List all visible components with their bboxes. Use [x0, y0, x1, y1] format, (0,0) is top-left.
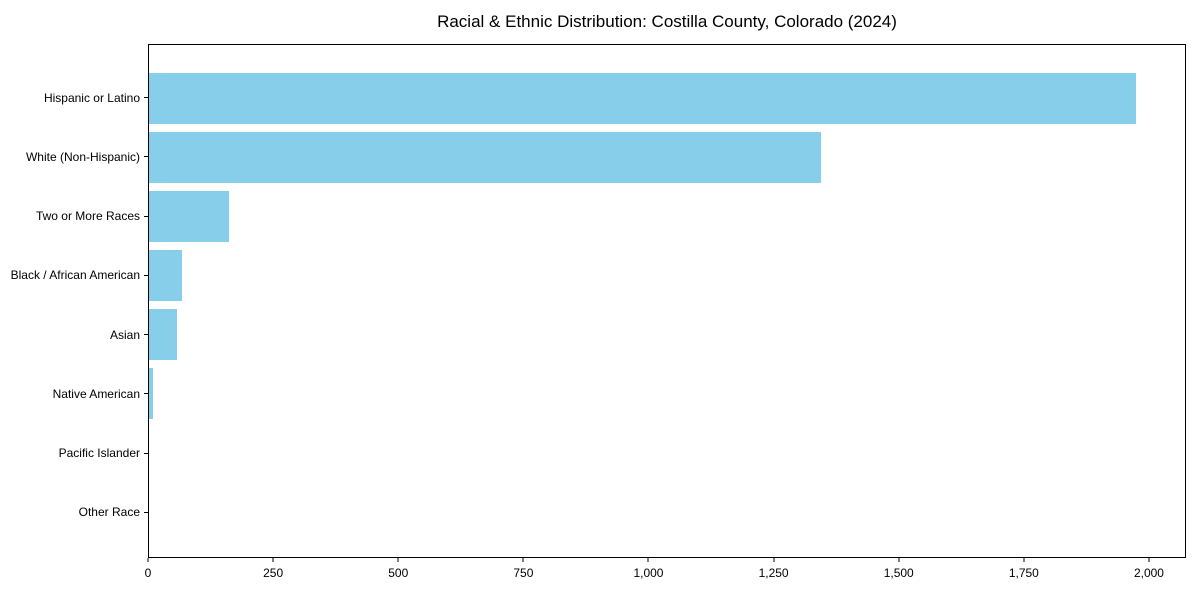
y-tick-row-other-race: Other Race: [0, 483, 148, 542]
x-axis-tick-label-750: 750: [513, 566, 534, 580]
y-tick-row-white-non-hispanic: White (Non-Hispanic): [0, 127, 148, 186]
x-axis-tick-mark: [397, 558, 399, 562]
x-axis-tick-label-250: 250: [263, 566, 284, 580]
bar-white-non-hispanic: [149, 132, 821, 183]
bar-row-hispanic-or-latino: [149, 69, 1185, 128]
y-tick-row-two-or-more-races: Two or More Races: [0, 187, 148, 246]
y-axis-tick-mark: [144, 511, 148, 513]
x-axis-tick-label-1-000: 1,000: [633, 566, 664, 580]
x-axis-tick-label-1-500: 1,500: [883, 566, 914, 580]
y-axis-labels: Hispanic or Latino White (Non-Hispanic) Tw…: [0, 44, 148, 558]
y-axis-tick-mark: [144, 452, 148, 454]
x-axis-tick-mark: [1023, 558, 1025, 562]
bar-hispanic-or-latino: [149, 73, 1136, 124]
y-axis-tick-mark: [144, 215, 148, 217]
bar-row-white-non-hispanic: [149, 128, 1185, 187]
plot-area: [148, 44, 1186, 558]
bar-row-two-or-more-races: [149, 187, 1185, 246]
bar-native-american: [149, 368, 153, 419]
y-tick-row-native-american: Native American: [0, 364, 148, 423]
y-axis-tick-mark: [144, 393, 148, 395]
y-axis-tick-mark: [144, 97, 148, 99]
x-axis-tick-mark: [147, 558, 149, 562]
y-axis-label-black-african-american: Black / African American: [10, 268, 140, 283]
bar-row-other-race: [149, 482, 1185, 541]
y-axis-tick-mark: [144, 334, 148, 336]
x-axis-tick-mark: [272, 558, 274, 562]
bar-rows: [149, 45, 1185, 557]
x-axis-ticks: 0 250 500 750 1,000 1,250 1,500 1,750 2,000: [144, 558, 1186, 590]
y-axis-label-two-or-more-races: Two or More Races: [35, 209, 140, 224]
x-axis-tick-label-1-750: 1,750: [1008, 566, 1039, 580]
chart-title: Racial & Ethnic Distribution: Costilla C…: [437, 12, 897, 31]
y-axis-label-other-race: Other Race: [78, 505, 140, 520]
x-axis-tick-mark: [1148, 558, 1150, 562]
y-tick-row-black-african-american: Black / African American: [0, 246, 148, 305]
bar-black-african-american: [149, 250, 182, 301]
x-axis-tick-mark: [522, 558, 524, 562]
bar-row-native-american: [149, 364, 1185, 423]
y-axis-label-asian: Asian: [109, 327, 140, 342]
x-axis-tick-mark: [898, 558, 900, 562]
y-axis-tick-mark: [144, 274, 148, 276]
y-tick-row-hispanic-or-latino: Hispanic or Latino: [0, 68, 148, 127]
x-axis-tick-label-0: 0: [144, 566, 152, 580]
bar-two-or-more-races: [149, 191, 229, 242]
y-tick-row-pacific-islander: Pacific Islander: [0, 424, 148, 483]
y-axis-label-native-american: Native American: [52, 386, 140, 401]
y-tick-row-asian: Asian: [0, 305, 148, 364]
x-axis-tick-mark: [647, 558, 649, 562]
y-axis-label-hispanic-or-latino: Hispanic or Latino: [43, 90, 140, 105]
y-axis-label-pacific-islander: Pacific Islander: [58, 446, 140, 461]
y-axis-tick-mark: [144, 156, 148, 158]
x-axis-tick-label-500: 500: [388, 566, 409, 580]
bar-row-pacific-islander: [149, 423, 1185, 482]
y-axis-label-white-non-hispanic: White (Non-Hispanic): [25, 149, 140, 164]
bar-asian: [149, 309, 177, 360]
x-axis-tick-mark: [773, 558, 775, 562]
bar-row-asian: [149, 305, 1185, 364]
x-axis-tick-label-2-000: 2,000: [1133, 566, 1164, 580]
x-axis-tick-label-1-250: 1,250: [758, 566, 789, 580]
bar-row-black-african-american: [149, 246, 1185, 305]
